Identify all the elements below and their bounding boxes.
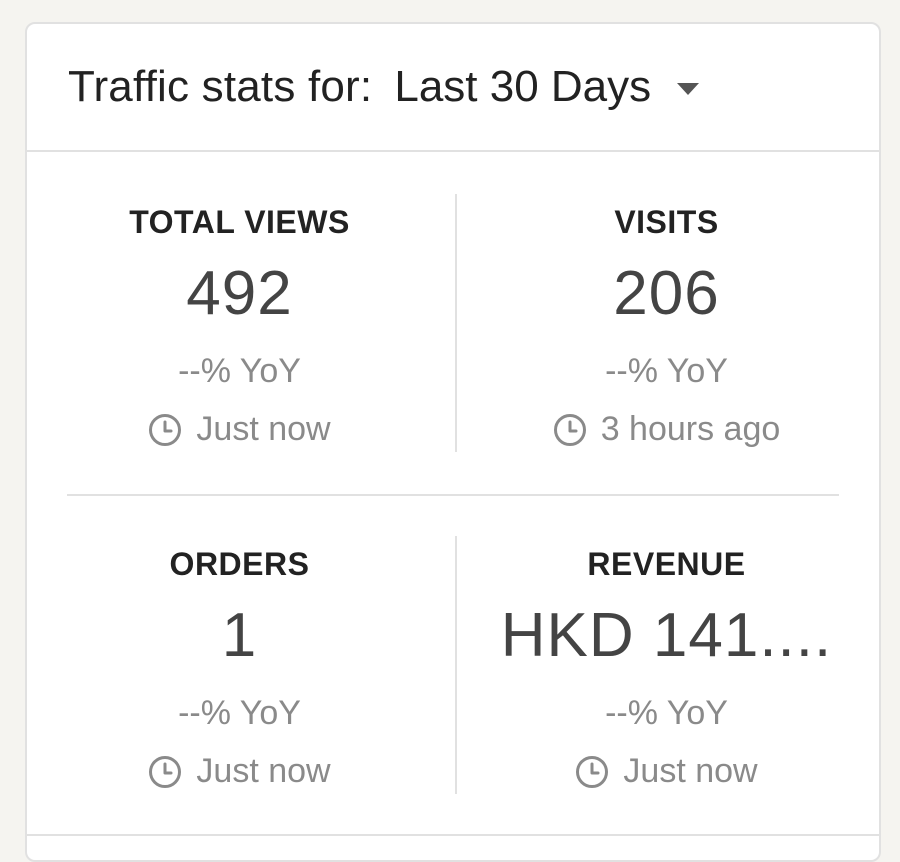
stat-label: TOTAL VIEWS [129,204,350,240]
stats-row: TOTAL VIEWS 492 --% YoY Just now VISITS … [27,152,879,496]
stat-value: 492 [186,259,293,328]
stat-yoy: --% YoY [605,352,728,390]
stat-time-text: Just now [196,410,331,448]
stat-time-text: 3 hours ago [600,410,781,448]
date-range-label: Last 30 Days [394,62,652,111]
stat-label: REVENUE [587,546,746,582]
stat-updated: Just now [454,752,879,791]
stat-label: VISITS [614,204,719,240]
date-range-dropdown[interactable]: Last 30 Days [394,62,700,112]
clock-icon [576,755,609,788]
stat-updated: 3 hours ago [454,410,879,449]
stat-value: HKD 141.... [500,601,833,670]
stat-updated: Just now [27,410,452,449]
stat-value: 1 [221,601,258,670]
clock-icon [149,755,182,788]
stat-yoy: --% YoY [178,352,301,390]
stat-yoy: --% YoY [178,694,301,732]
stats-row: ORDERS 1 --% YoY Just now REVENUE HKD 14… [27,496,879,838]
stat-time-text: Just now [623,752,758,790]
clock-icon [553,413,586,446]
chevron-down-icon [677,83,700,95]
stat-label: ORDERS [169,546,310,582]
stat-updated: Just now [27,752,452,791]
stats-grid: TOTAL VIEWS 492 --% YoY Just now VISITS … [27,152,879,838]
header-title: Traffic stats for: [68,62,373,111]
stat-total-views[interactable]: TOTAL VIEWS 492 --% YoY Just now [27,152,452,496]
stat-time-text: Just now [196,752,331,790]
card-header: Traffic stats for: Last 30 Days [27,24,879,152]
stat-yoy: --% YoY [605,694,728,732]
stat-orders[interactable]: ORDERS 1 --% YoY Just now [27,496,452,838]
row-divider [67,494,839,496]
clock-icon [149,413,182,446]
stat-visits[interactable]: VISITS 206 --% YoY 3 hours ago [454,152,879,496]
column-divider [455,536,457,794]
stat-revenue[interactable]: REVENUE HKD 141.... --% YoY Just now [454,496,879,838]
column-divider [455,194,457,452]
card-footer-divider [27,834,879,836]
traffic-stats-card: Traffic stats for: Last 30 Days TOTAL VI… [25,22,881,862]
stat-value: 206 [613,259,720,328]
